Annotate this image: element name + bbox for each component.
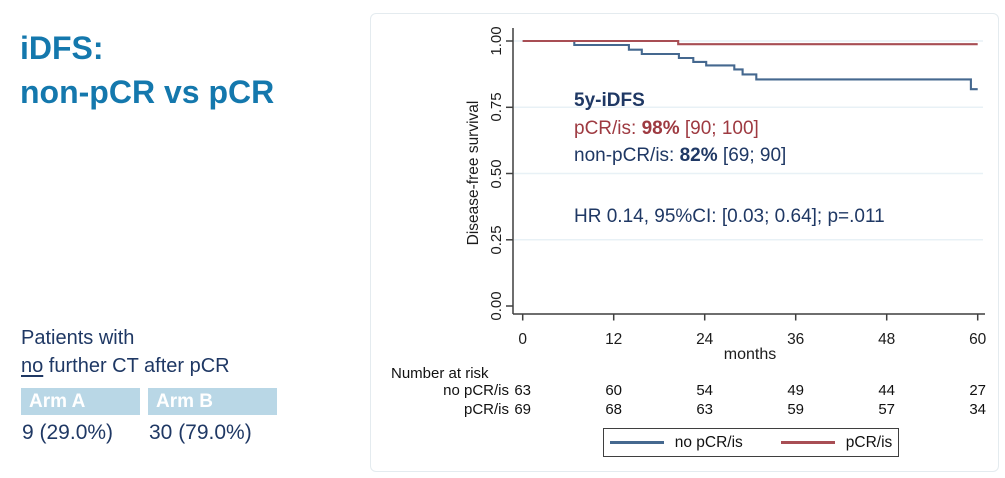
- legend-label-pcr: pCR/is: [845, 433, 893, 451]
- arm-table: Arm A Arm B 9 (29.0%) 30 (79.0%): [21, 388, 277, 445]
- y-tick-label: 0.00: [488, 291, 505, 321]
- patients-note: Patients with no further CT after pCR: [21, 324, 230, 380]
- nonpcr-value: 82%: [679, 145, 718, 166]
- underlined-word: no: [21, 355, 44, 377]
- risk-count: 69: [514, 400, 532, 418]
- x-tick-label: 60: [969, 331, 987, 348]
- risk-row-label-nopcr: no pCR/is: [443, 382, 509, 399]
- x-tick-label: 36: [787, 331, 805, 348]
- risk-count: 59: [787, 400, 805, 418]
- patients-note-line2-rest: further CT after pCR: [43, 355, 230, 377]
- risk-count: 44: [878, 382, 896, 399]
- x-tick-label: 12: [605, 331, 623, 348]
- km-plot: [506, 28, 985, 321]
- legend-label-nopcr: no pCR/is: [674, 433, 743, 451]
- risk-row-label-pcr: pCR/is: [463, 400, 509, 418]
- risk-count: 27: [969, 382, 987, 399]
- arm-table-header-a: Arm A: [21, 388, 140, 415]
- x-tick-label: 24: [696, 331, 714, 348]
- y-axis-title: Disease-free survival: [465, 100, 482, 246]
- pcr-value: 98%: [641, 118, 680, 139]
- risk-count: 60: [605, 382, 623, 399]
- risk-count: 34: [969, 400, 987, 418]
- x-axis-title: months: [723, 346, 777, 363]
- risk-count: 63: [696, 400, 714, 418]
- arm-table-header-b: Arm B: [148, 388, 277, 415]
- risk-count: 68: [605, 400, 623, 418]
- risk-count: 54: [696, 382, 714, 399]
- risk-count: 63: [514, 382, 532, 399]
- legend-line-pcr: [780, 441, 835, 444]
- x-tick-label: 0: [518, 331, 527, 348]
- y-tick-label: 0.25: [488, 225, 505, 255]
- page-title: iDFS: non-pCR vs pCR: [20, 26, 274, 114]
- y-tick-label: 0.75: [488, 92, 505, 122]
- km-chart-panel: Disease-free survival months 5y-iDFS pCR…: [370, 13, 999, 472]
- patients-note-line1: Patients with: [21, 327, 135, 349]
- annotation-nonpcr-result: non-pCR/is: 82% [69; 90]: [574, 145, 787, 166]
- legend-line-nopcr: [609, 441, 664, 444]
- annotation-5y-idfs: 5y-iDFS: [574, 90, 645, 111]
- annotation-pcr-result: pCR/is: 98% [90; 100]: [574, 118, 759, 139]
- page-title-line2: non-pCR vs pCR: [20, 74, 275, 110]
- arm-table-value-b: 30 (79.0%): [149, 421, 252, 444]
- x-tick-label: 48: [878, 331, 896, 348]
- risk-table-title: Number at risk: [391, 365, 489, 382]
- risk-count: 49: [787, 382, 805, 399]
- y-tick-label: 0.50: [488, 158, 505, 189]
- patients-note-line2: no further CT after pCR: [21, 352, 230, 380]
- legend: no pCR/is pCR/is: [603, 428, 899, 457]
- risk-count: 57: [878, 400, 896, 418]
- annotation-hazard-ratio: HR 0.14, 95%CI: [0.03; 0.64]; p=.011: [574, 206, 885, 227]
- arm-table-value-a: 9 (29.0%): [22, 421, 114, 444]
- page-title-line1: iDFS:: [20, 30, 104, 66]
- y-tick-label: 1.00: [488, 26, 505, 56]
